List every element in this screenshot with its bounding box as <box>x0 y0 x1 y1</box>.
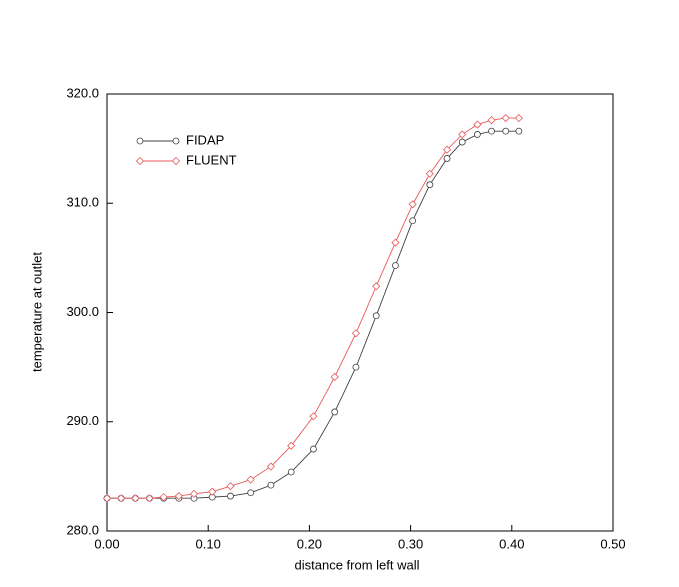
x-tick-label: 0.30 <box>398 536 423 551</box>
data-point <box>473 131 481 138</box>
data-point <box>131 494 140 503</box>
legend-marker <box>171 156 181 166</box>
legend-label: FLUENT <box>186 152 237 167</box>
data-point <box>117 494 126 503</box>
y-tick-label: 310.0 <box>66 195 99 210</box>
legend-label: FIDAP <box>186 132 224 147</box>
data-point <box>174 491 183 501</box>
data-point <box>426 181 434 189</box>
data-point <box>501 113 510 123</box>
series-line <box>107 117 519 499</box>
legend-marker <box>135 156 145 166</box>
data-point <box>372 312 380 320</box>
data-point <box>458 130 467 139</box>
plot-frame <box>106 93 614 532</box>
data-point <box>351 329 361 338</box>
x-tick-label: 0.10 <box>196 536 221 551</box>
data-point <box>287 468 295 476</box>
data-point <box>330 372 339 382</box>
data-point <box>331 408 339 416</box>
x-tick-label: 0.20 <box>297 536 322 551</box>
data-point <box>226 482 235 491</box>
x-tick-label: 0.00 <box>94 536 119 551</box>
data-point <box>443 155 451 162</box>
data-point <box>488 127 495 135</box>
data-point <box>514 113 523 123</box>
data-point <box>458 138 466 146</box>
data-point <box>515 127 523 135</box>
legend-marker <box>172 137 180 145</box>
series-line <box>107 130 519 499</box>
data-point <box>246 475 255 484</box>
y-tick-label: 280.0 <box>66 522 99 537</box>
y-tick-label: 320.0 <box>66 85 99 100</box>
data-point <box>391 238 400 247</box>
data-point <box>227 492 234 500</box>
y-tick-label: 290.0 <box>66 413 99 428</box>
data-point <box>189 489 199 498</box>
data-point <box>392 262 399 269</box>
data-point <box>425 169 434 178</box>
x-axis-title: distance from left wall <box>295 557 420 572</box>
x-tick-label: 0.50 <box>600 536 625 551</box>
data-point <box>159 493 168 502</box>
data-point <box>266 462 276 471</box>
x-tick-label: 0.40 <box>499 536 524 551</box>
data-point <box>310 445 317 453</box>
data-point <box>372 282 381 291</box>
data-point <box>102 494 112 503</box>
data-point <box>487 116 496 125</box>
data-point <box>145 494 154 503</box>
y-axis-title: temperature at outlet <box>29 252 44 372</box>
data-point <box>247 489 255 497</box>
data-point <box>409 217 417 225</box>
data-point <box>442 145 452 154</box>
data-point <box>287 441 296 450</box>
data-point <box>309 412 318 421</box>
data-point <box>502 127 510 135</box>
y-tick-label: 300.0 <box>66 304 99 319</box>
data-point <box>352 363 360 371</box>
data-point <box>408 200 417 209</box>
legend-marker <box>136 137 144 145</box>
data-point <box>473 120 482 129</box>
data-point <box>267 481 275 489</box>
data-point <box>208 487 217 496</box>
